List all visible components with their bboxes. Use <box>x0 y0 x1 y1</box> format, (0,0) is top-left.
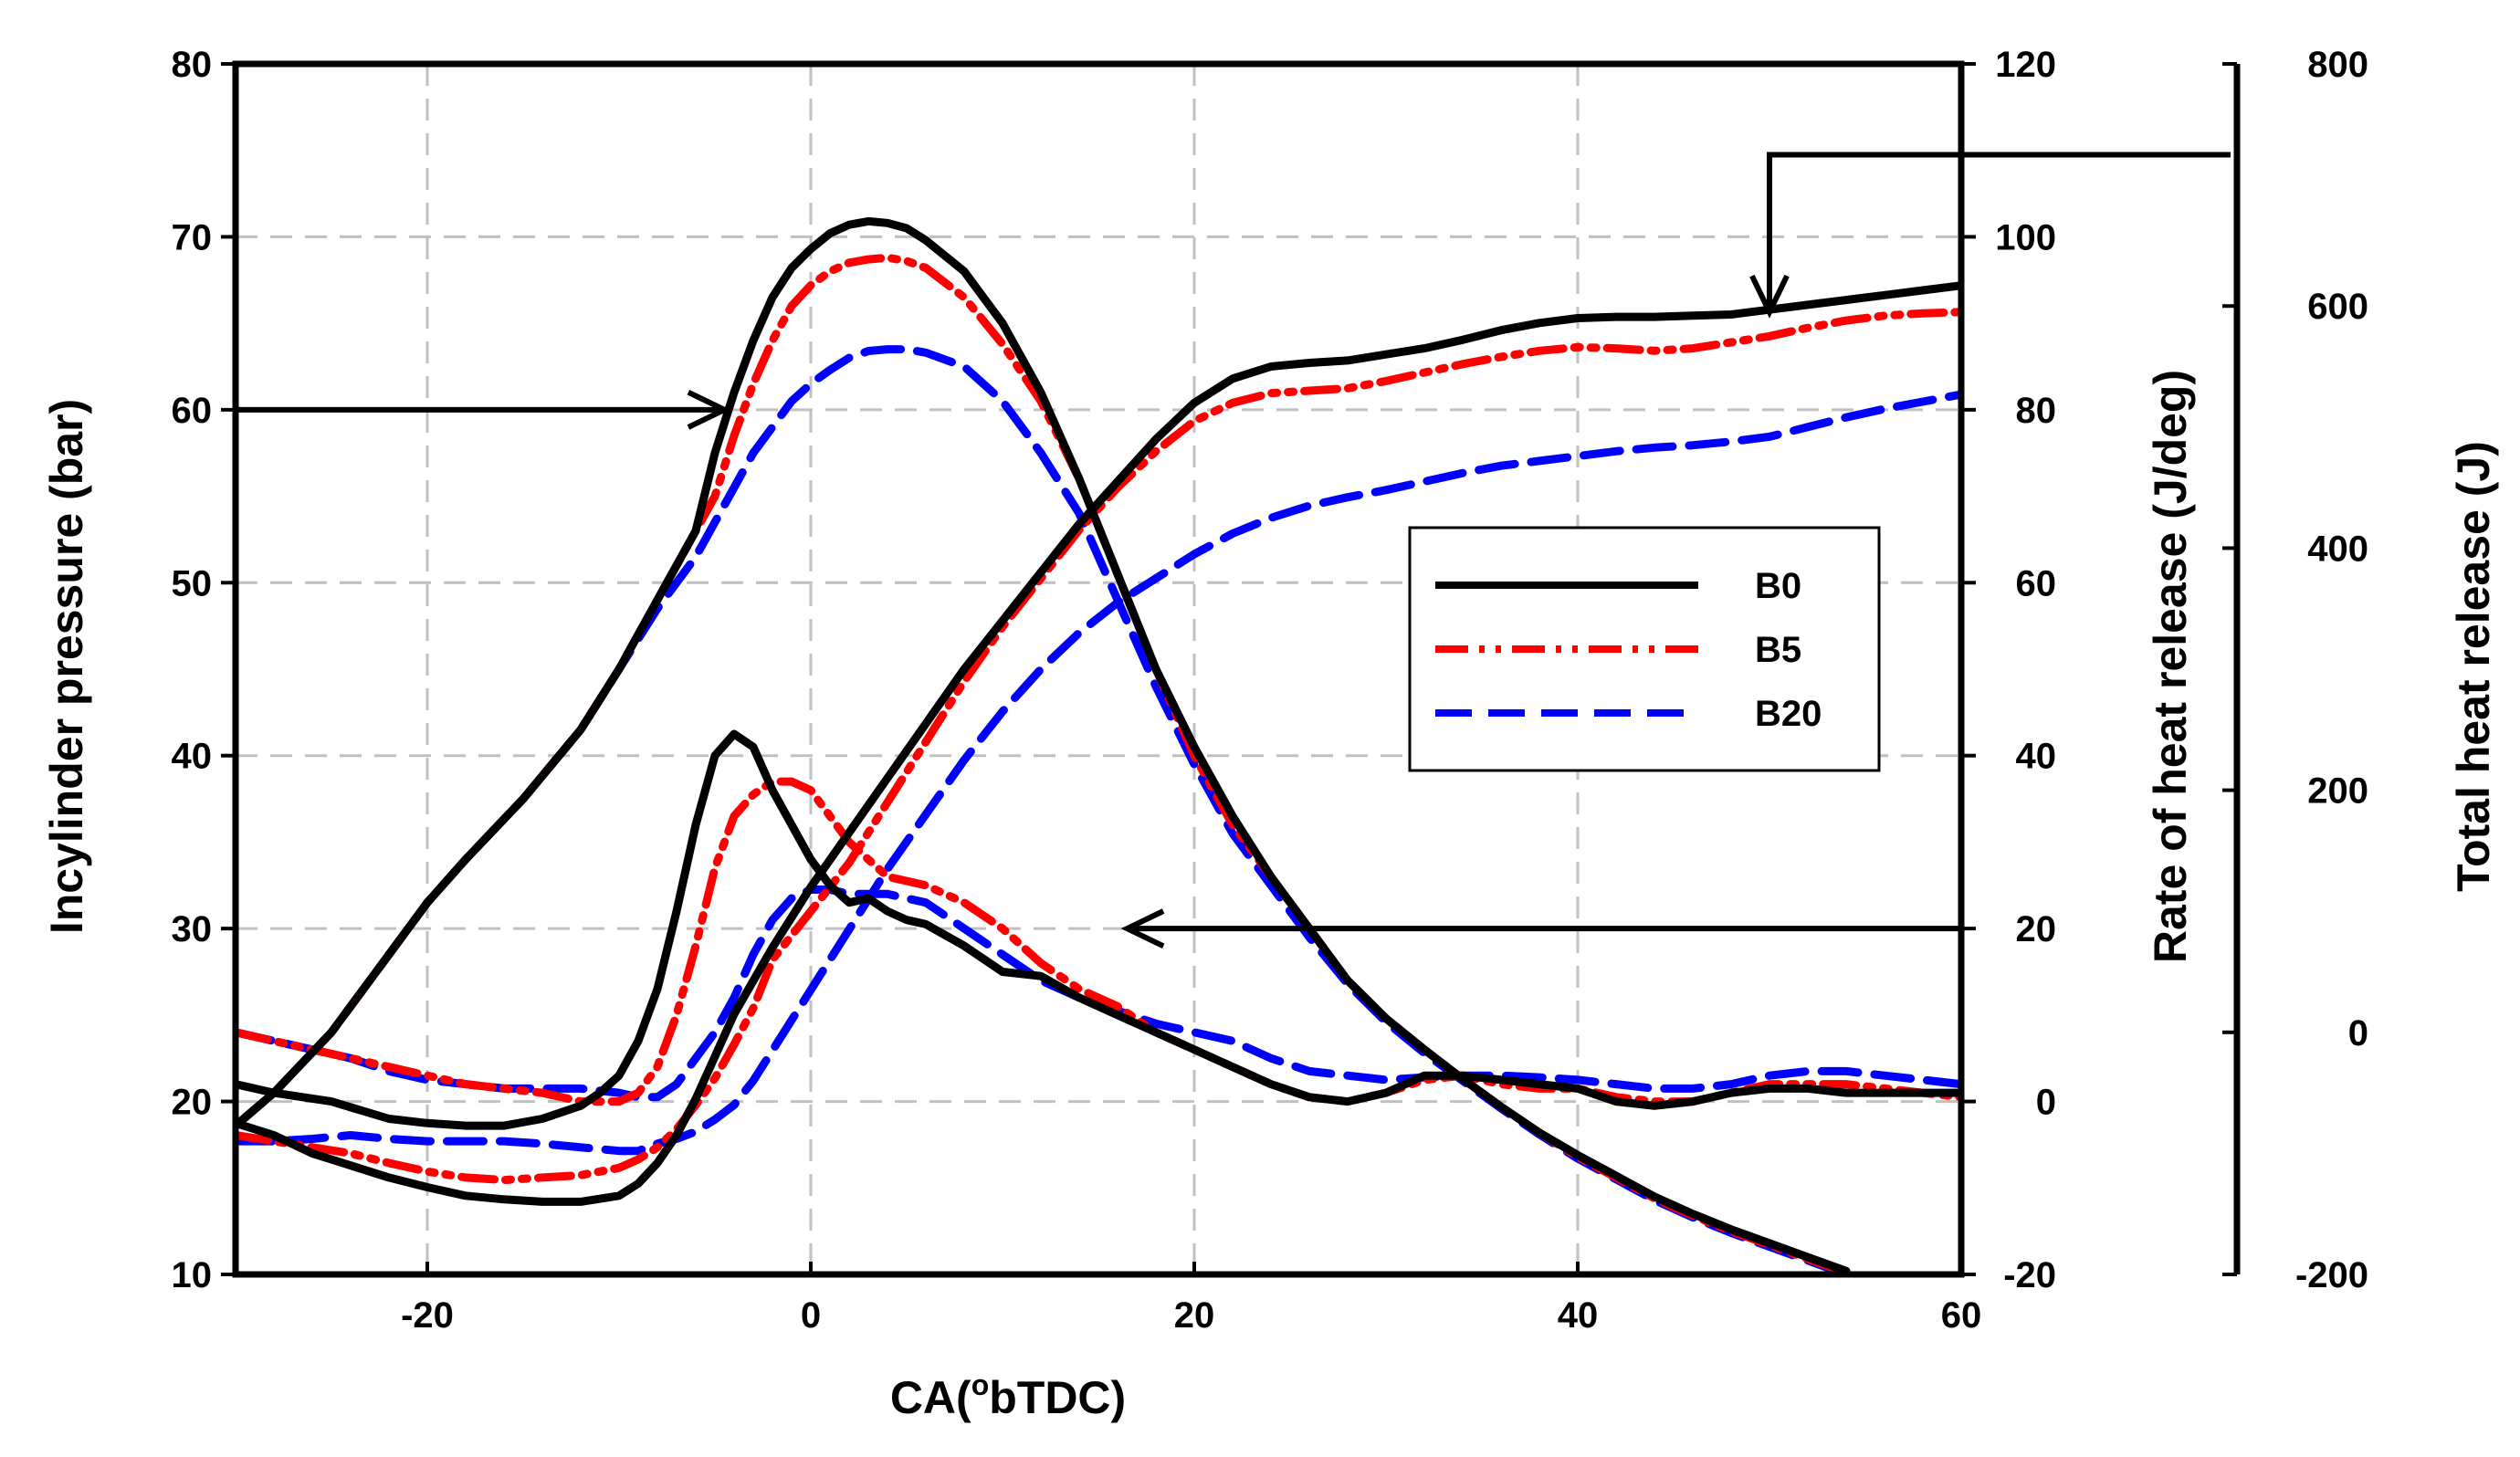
y-tick-label-pressure: 20 <box>172 1083 213 1123</box>
x-tick-label: 0 <box>801 1295 821 1336</box>
annotation-arrowhead-hrr <box>1120 908 1165 949</box>
series-b5-hrr-line <box>236 777 1961 1106</box>
annotation-arrow-total <box>1767 152 2231 312</box>
series-b0-pressure-line <box>236 216 1851 1274</box>
annotation-arrowhead-pressure <box>687 390 731 430</box>
series-b20-total-line <box>236 390 1961 1156</box>
y-tick-label-total: 0 <box>2348 1013 2368 1053</box>
legend-label-b20: B20 <box>1755 694 1822 734</box>
series <box>236 216 1961 1274</box>
y-axis-title-heat-release-rate: Rate of heat release (J/deg) <box>2145 370 2196 963</box>
y-tick-label-hrr: 80 <box>2016 391 2057 431</box>
y-tick-label-hrr: 40 <box>2016 737 2057 777</box>
y-tick-label-hrr: -20 <box>2003 1255 2056 1295</box>
y-tick-label-hrr: 0 <box>2036 1083 2056 1123</box>
y-tick-label-pressure: 60 <box>172 391 213 431</box>
x-axis-title: CA(obTDC) <box>890 1368 1126 1423</box>
y-tick-label-total: 800 <box>2307 45 2368 85</box>
x-tick-label: -20 <box>401 1295 454 1336</box>
legend-label-b5: B5 <box>1755 630 1801 670</box>
y-tick-label-hrr: 60 <box>2016 563 2057 603</box>
y-tick-label-total: 400 <box>2307 529 2368 569</box>
y-tick-label-hrr: 120 <box>1995 45 2056 85</box>
legend-label-b0: B0 <box>1755 566 1801 606</box>
y-tick-label-hrr: 20 <box>2016 909 2057 949</box>
ticks: -20 0 20 40 601020304050607080-2002040608010… <box>172 45 2369 1336</box>
series-b20-pressure-line <box>236 345 1851 1274</box>
series-b0-total-line <box>236 281 1961 1206</box>
y-tick-label-pressure: 50 <box>172 563 213 603</box>
y-tick-label-pressure: 30 <box>172 909 213 949</box>
x-tick-label: 60 <box>1941 1295 1982 1336</box>
y-tick-label-hrr: 100 <box>1995 217 2056 257</box>
y-axis-title-pressure: Incylinder pressure (bar) <box>41 399 92 934</box>
series-b20-hrr-line <box>236 886 1961 1102</box>
legend-box <box>1408 526 1881 772</box>
legend: B0 B5 B20 <box>1408 526 1881 772</box>
y-tick-label-total: 600 <box>2307 287 2368 327</box>
y-tick-label-pressure: 40 <box>172 737 213 777</box>
y-tick-label-pressure: 70 <box>172 217 213 257</box>
y-tick-label-total: -200 <box>2295 1255 2368 1295</box>
series-b0-hrr-line <box>236 729 1961 1130</box>
x-tick-label: 20 <box>1174 1295 1215 1336</box>
y-tick-label-total: 200 <box>2307 771 2368 812</box>
y-tick-label-pressure: 80 <box>172 45 213 85</box>
plot-border <box>232 60 1965 1278</box>
annotations <box>236 152 2231 949</box>
y-axis-title-total-heat-release: Total heat release (J) <box>2448 441 2499 892</box>
y-tick-label-pressure: 10 <box>172 1255 213 1295</box>
plot-frame <box>232 60 2241 1278</box>
annotation-arrowhead-total <box>1749 274 1790 319</box>
x-tick-label: 40 <box>1558 1295 1599 1336</box>
